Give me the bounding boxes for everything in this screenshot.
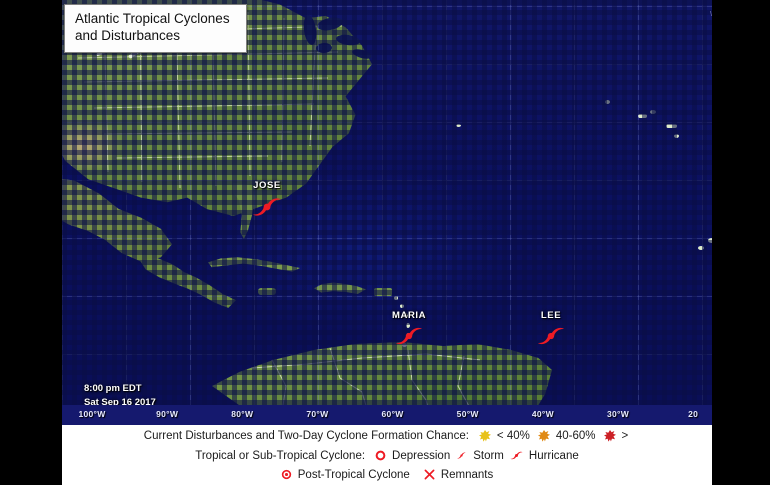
map-title-line1: Atlantic Tropical Cyclones <box>75 11 230 26</box>
island-dot <box>400 304 404 308</box>
map-legend: Current Disturbances and Two-Day Cyclone… <box>62 425 712 485</box>
x-burst-icon <box>478 430 491 442</box>
hurricane-icon <box>537 322 565 350</box>
watermark: www.h <box>710 8 712 18</box>
timestamp-date: Sat Sep 16 2017 <box>84 396 156 408</box>
storm-marker-maria[interactable]: MARIA <box>392 310 426 355</box>
map-title-line2: and Disturbances <box>75 27 181 43</box>
legend-row1-label: Current Disturbances and Two-Day Cyclone… <box>143 430 469 442</box>
great-lakes <box>303 15 372 59</box>
legend-row1-text-2: > <box>621 430 629 442</box>
longitude-axis: 100°W 90°W 80°W 70°W 60°W 50°W 40°W 30°W 20 <box>62 405 712 425</box>
longitude-label: 40°W <box>531 409 554 419</box>
timestamp: 8:00 pm EDT Sat Sep 16 2017 <box>84 382 156 410</box>
island-bermuda <box>456 124 461 127</box>
legend-row-formation-chance: Current Disturbances and Two-Day Cyclone… <box>62 425 712 446</box>
legend-row2-text-0: Depression <box>392 449 451 462</box>
circle-outline-icon <box>375 450 386 461</box>
timestamp-time: 8:00 pm EDT <box>84 383 142 394</box>
island-dot <box>394 296 398 300</box>
island-azores <box>666 124 677 128</box>
legend-row-cyclone-types: Tropical or Sub-Tropical Cyclone: Depres… <box>62 446 712 465</box>
island-azores <box>638 114 647 118</box>
cyclone-map[interactable]: www.h Atlantic Tropical Cyclones and Dis… <box>62 0 712 425</box>
circle-dot-icon <box>281 469 292 480</box>
longitude-label: 50°W <box>456 409 479 419</box>
storm-label: MARIA <box>392 310 427 321</box>
legend-row1-text-1: 40-60% <box>555 430 596 442</box>
storm-label: JOSE <box>253 180 281 191</box>
island-canaries <box>698 246 704 250</box>
longitude-label: 60°W <box>381 409 404 419</box>
longitude-label: 90°W <box>156 409 179 419</box>
island-azores <box>650 110 656 114</box>
legend-row1-text-0: < 40% <box>496 430 530 442</box>
longitude-label: 70°W <box>306 409 329 419</box>
hurricane-icon <box>395 322 423 350</box>
x-burst-icon <box>603 430 616 442</box>
longitude-label: 100°W <box>78 409 106 419</box>
storm-label: LEE <box>540 310 562 321</box>
legend-row2-text-2: Hurricane <box>528 449 579 462</box>
map-title-box: Atlantic Tropical Cyclones and Disturban… <box>64 4 247 53</box>
legend-row2-text-1: Storm <box>473 449 504 462</box>
landmass-jamaica <box>258 288 276 295</box>
x-burst-icon <box>537 430 550 442</box>
storm-icon <box>456 449 467 462</box>
storm-marker-jose[interactable]: JOSE <box>252 180 282 227</box>
island-azores <box>605 100 610 104</box>
landmass-puerto-rico <box>374 288 392 296</box>
longitude-label: 30°W <box>606 409 630 419</box>
island-azores <box>674 134 679 138</box>
hurricane-icon <box>252 192 282 222</box>
hurricane-icon <box>510 448 523 463</box>
legend-row-post-tropical: Post-Tropical Cyclone Remnants <box>62 465 712 484</box>
longitude-label: 20 <box>688 409 699 419</box>
longitude-label: 80°W <box>231 409 254 419</box>
x-mark-icon <box>424 469 435 480</box>
legend-row3-text-0: Post-Tropical Cyclone <box>297 468 410 481</box>
right-letterbox <box>712 0 770 485</box>
legend-row2-label: Tropical or Sub-Tropical Cyclone: <box>195 449 366 462</box>
storm-marker-lee[interactable]: LEE <box>537 310 565 355</box>
legend-row3-text-1: Remnants <box>440 468 494 481</box>
